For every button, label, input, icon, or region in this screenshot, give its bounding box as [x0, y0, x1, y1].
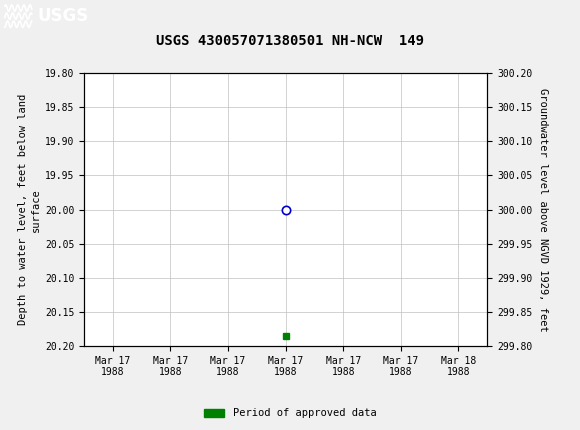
Text: USGS 430057071380501 NH-NCW  149: USGS 430057071380501 NH-NCW 149 [156, 34, 424, 48]
Text: USGS: USGS [38, 7, 89, 25]
Y-axis label: Depth to water level, feet below land
surface: Depth to water level, feet below land su… [19, 94, 41, 325]
Y-axis label: Groundwater level above NGVD 1929, feet: Groundwater level above NGVD 1929, feet [538, 88, 548, 332]
Legend: Period of approved data: Period of approved data [200, 404, 380, 423]
